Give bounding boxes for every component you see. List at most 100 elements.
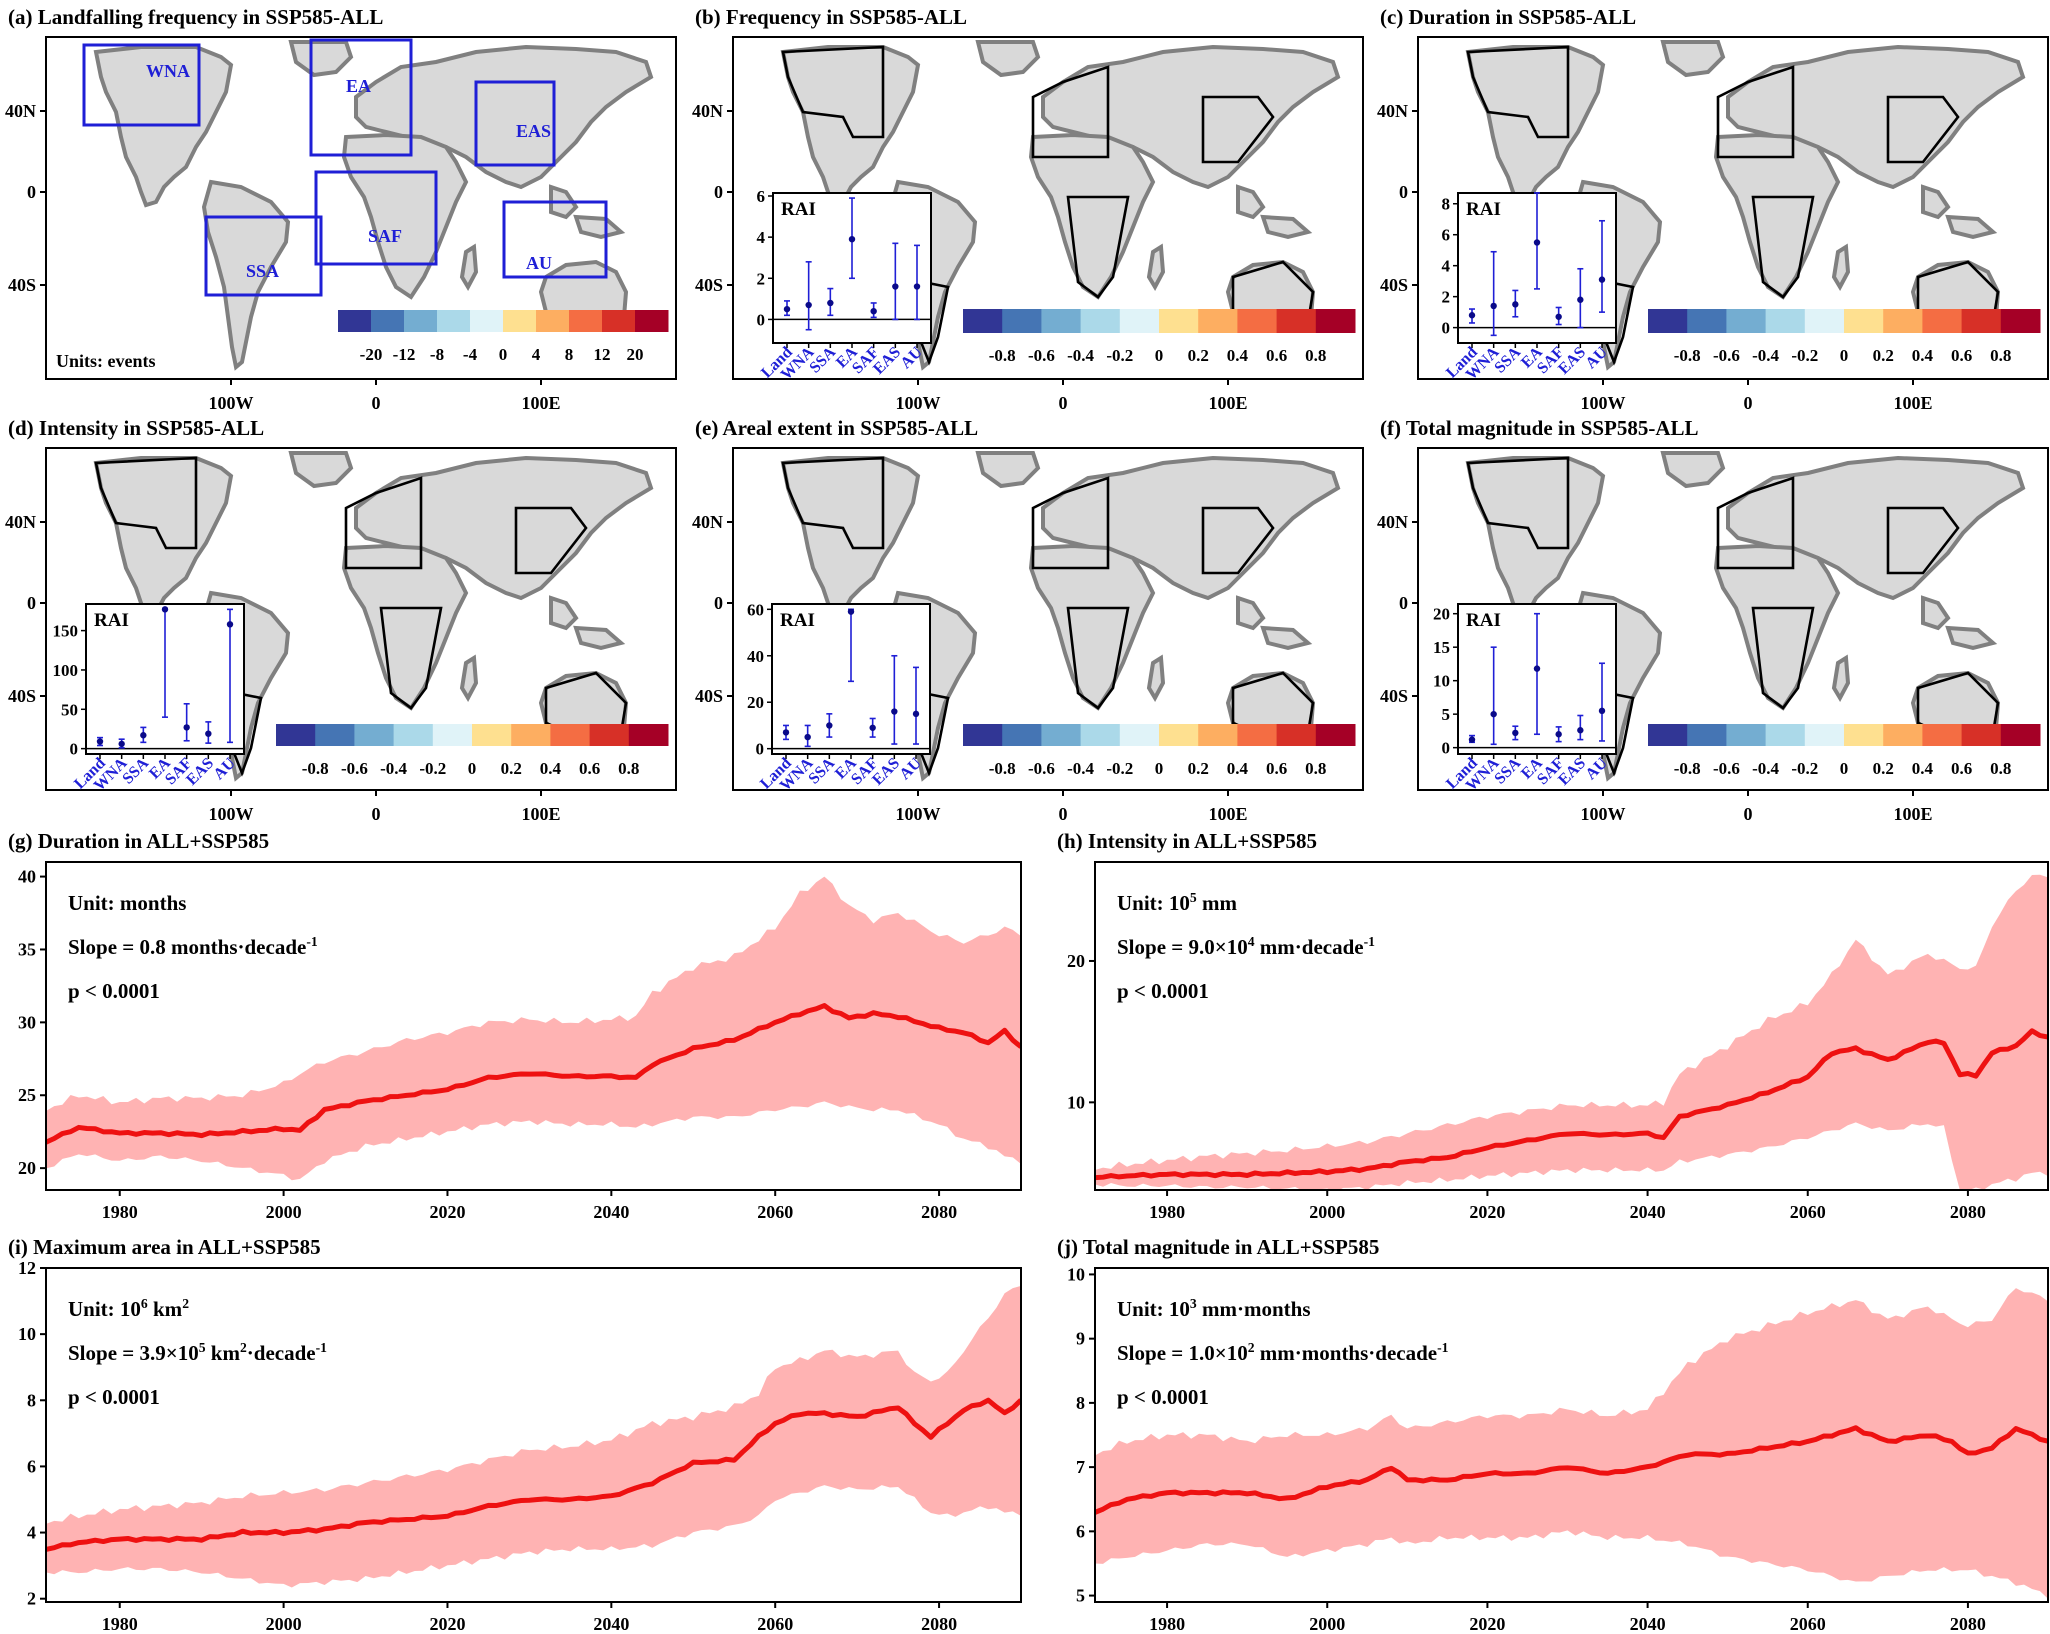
colorbar-b: -0.8 -0.6 -0.4 -0.2 0 0.2 0.4 0.6 0.8 (963, 309, 1356, 365)
rai-point (1490, 710, 1497, 718)
lat-tick-label: 40S (695, 275, 723, 295)
colorbar-tick-label: 0.8 (1990, 346, 2011, 365)
lon-tick-label: 100W (1581, 804, 1626, 824)
colorbar-tick-label: -0.6 (341, 759, 368, 778)
colorbar-tick-label: 0.6 (1951, 759, 1972, 778)
colorbar-tick-label: 0.2 (501, 759, 522, 778)
xtick-label: 2080 (921, 1614, 957, 1634)
rai-point (1598, 276, 1606, 283)
lon-tick-label: 100E (1208, 804, 1247, 824)
rai-point (205, 730, 212, 737)
colorbar-swatch (1883, 724, 1923, 746)
rai-point (847, 608, 855, 615)
colorbar-tick-label: -0.6 (1028, 759, 1055, 778)
region-outline-wna (781, 456, 885, 550)
colorbar-tick-label: 0.2 (1188, 346, 1209, 365)
lon-tick-label: 100W (896, 393, 941, 413)
uncertainty-band (1095, 1288, 2048, 1599)
rai-point (912, 710, 920, 718)
colorbar-swatch (1804, 309, 1845, 333)
colorbar-tick-label: 0.4 (1227, 346, 1249, 365)
region-outline-saf (1066, 606, 1130, 710)
region-box-au (502, 200, 608, 279)
colorbar-swatch (1961, 724, 2002, 746)
plot-frame (45, 1267, 1022, 1603)
map-frame (45, 36, 677, 380)
colorbar-tick-label: -0.4 (1067, 759, 1094, 778)
colorbar-tick-label: 0.6 (1951, 346, 1972, 365)
rai-point (118, 740, 125, 748)
rai-ytick-label: 10 (1433, 672, 1450, 691)
rai-ytick-label: 0 (1442, 739, 1451, 758)
colorbar-tick-label: -0.8 (1674, 759, 1701, 778)
colorbar-swatch (1041, 724, 1082, 746)
colorbar-swatch (503, 310, 537, 332)
colorbar-swatch (1922, 309, 1963, 333)
lon-tick-label: 100E (521, 393, 560, 413)
colorbar-swatch (1961, 309, 2002, 333)
panel-title-i: (i) Maximum area in ALL+SSP585 (8, 1235, 321, 1259)
colorbar-swatch (1119, 724, 1160, 746)
ytick-label: 10 (18, 1324, 36, 1344)
colorbar-tick-label: -4 (463, 345, 478, 364)
rai-ytick-label: 0 (1442, 319, 1451, 338)
plot-frame (1094, 1267, 2049, 1603)
colorbar-a: -20 -12 -8 -4 0 4 8 12 20 (338, 310, 669, 364)
colorbar-swatch (276, 724, 316, 746)
uncertainty-band (46, 1285, 1021, 1588)
lat-tick-label: 40N (5, 512, 36, 532)
rai-point (1555, 313, 1562, 320)
xtick-label: 2020 (429, 1614, 465, 1634)
uncertainty-band (46, 876, 1021, 1181)
lat-tick-label: 0 (714, 593, 723, 613)
region-box-wna (82, 43, 201, 127)
panel-title-e: (e) Areal extent in SSP585-ALL (695, 416, 978, 440)
panel-title-h: (h) Intensity in ALL+SSP585 (1057, 829, 1317, 853)
rai-point (1468, 736, 1476, 743)
unit-annotation: Unit: months (68, 891, 186, 915)
colorbar-tick-label: -0.6 (1713, 346, 1740, 365)
colorbar-swatch (470, 310, 504, 332)
colorbar-tick-label: 0.8 (1990, 759, 2011, 778)
colorbar-tick-label: 0.6 (1266, 346, 1287, 365)
region-outline-saf (379, 606, 443, 710)
colorbar-tick-label: 0 (468, 759, 477, 778)
region-box-saf (314, 170, 438, 266)
xtick-label: 2040 (593, 1614, 629, 1634)
rai-point (891, 708, 898, 715)
xtick-label: 1980 (102, 1202, 138, 1222)
colorbar-swatch (1648, 309, 1688, 333)
map-frame (1417, 36, 2049, 380)
region-label-wna: WNA (146, 61, 190, 81)
rai-ytick-label: 100 (53, 661, 79, 680)
colorbar-swatch (1687, 724, 1727, 746)
map-frame (732, 447, 1364, 791)
colorbar-tick-label: 12 (594, 345, 611, 364)
units-label: Units: events (56, 351, 156, 371)
colorbar-tick-label: 0.2 (1188, 759, 1209, 778)
region-outline-saf (1751, 195, 1815, 299)
colorbar-swatch (1687, 309, 1727, 333)
xtick-label: 2040 (1630, 1614, 1666, 1634)
colorbar-tick-label: -0.4 (1067, 346, 1094, 365)
colorbar-tick-label: 4 (532, 345, 541, 364)
rai-point (183, 724, 190, 731)
region-box-eas (474, 80, 556, 167)
region-outline-eas (1886, 95, 1960, 164)
rai-point (1533, 665, 1541, 672)
colorbar-swatch (371, 310, 405, 332)
timeseries-g: 1980 2000 2020 2040 2060 2080 20 25 30 35 40 Unit: … (18, 861, 1022, 1222)
colorbar-swatch (2000, 309, 2041, 333)
slope-annotation: Slope = 9.0×104 mm·decade-1 (1117, 934, 1375, 959)
rai-point (870, 308, 877, 315)
colorbar-tick-label: 0.4 (1912, 759, 1934, 778)
rai-point (826, 722, 833, 729)
rai-ytick-label: 6 (757, 187, 766, 206)
lat-tick-label: 40N (692, 512, 723, 532)
xtick-label: 2020 (1469, 1614, 1505, 1634)
region-outline-wna (781, 45, 885, 139)
rai-ytick-label: 2 (757, 269, 766, 288)
panel-title-b: (b) Frequency in SSP585-ALL (695, 5, 967, 29)
